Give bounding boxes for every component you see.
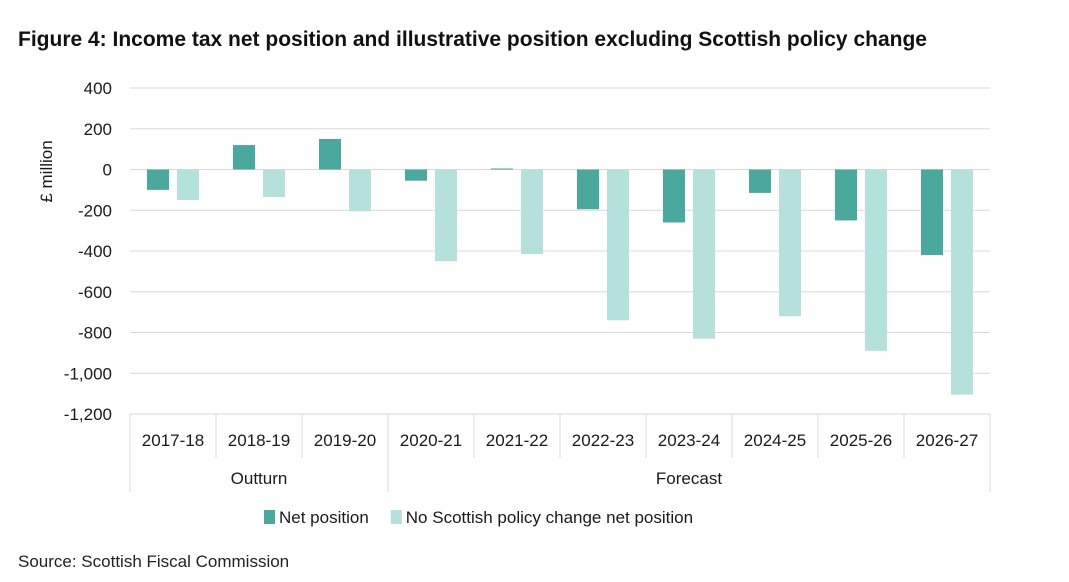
x-tick-label: 2020-21 (400, 431, 462, 450)
bar (779, 169, 801, 317)
gridlines (130, 87, 990, 415)
chart-title: Figure 4: Income tax net position and il… (18, 28, 927, 51)
bar (693, 169, 715, 339)
source-note: Source: Scottish Fiscal Commission (18, 552, 290, 571)
x-tick-label: 2019-20 (314, 431, 376, 450)
group-label: Outturn (231, 469, 288, 488)
x-tick-label: 2022-23 (572, 431, 634, 450)
legend-label: Net position (279, 508, 369, 527)
bar (951, 169, 973, 395)
x-tick-label: 2025-26 (830, 431, 892, 450)
bar (835, 169, 857, 221)
bar (147, 169, 169, 190)
x-tick-label: 2024-25 (744, 431, 806, 450)
bar (921, 169, 943, 256)
x-tick-label: 2021-22 (486, 431, 548, 450)
y-tick-label: 200 (84, 120, 112, 139)
bar (607, 169, 629, 321)
bar (521, 169, 543, 255)
x-tick-label: 2023-24 (658, 431, 720, 450)
x-tick-label: 2026-27 (916, 431, 978, 450)
bar (865, 169, 887, 351)
bar (233, 145, 255, 170)
bar (405, 169, 427, 181)
x-axis: 2017-18 2018-19 2019-20 2020-21 2021-22 2022-… (129, 414, 991, 492)
x-tick-label: 2018-19 (228, 431, 290, 450)
legend-label: No Scottish policy change net position (406, 508, 693, 527)
legend-swatch (390, 510, 402, 524)
bar (263, 169, 285, 198)
bar (749, 169, 771, 193)
bar (491, 168, 513, 170)
y-tick-label: -1,200 (64, 405, 112, 424)
bar (663, 169, 685, 223)
bars (147, 138, 973, 395)
bar (435, 169, 457, 262)
bar (177, 169, 199, 201)
x-tick-label: 2017-18 (142, 431, 204, 450)
y-tick-label: 0 (103, 161, 112, 180)
y-tick-label: -800 (78, 324, 112, 343)
y-tick-label: 400 (84, 79, 112, 98)
y-tick-label: -600 (78, 283, 112, 302)
y-tick-label: -1,000 (64, 364, 112, 383)
y-tick-label: -400 (78, 242, 112, 261)
bar (577, 169, 599, 210)
group-label: Forecast (656, 469, 722, 488)
bar (349, 169, 371, 212)
legend: Net position No Scottish policy change ne… (264, 508, 693, 527)
legend-swatch (264, 510, 275, 524)
y-axis-label: £ million (37, 140, 56, 202)
bar (319, 138, 341, 170)
y-tick-label: -200 (78, 201, 112, 220)
y-axis: 400 200 0 -200 -400 -600 -800 -1,000 -1,200 £ mil… (37, 79, 112, 424)
